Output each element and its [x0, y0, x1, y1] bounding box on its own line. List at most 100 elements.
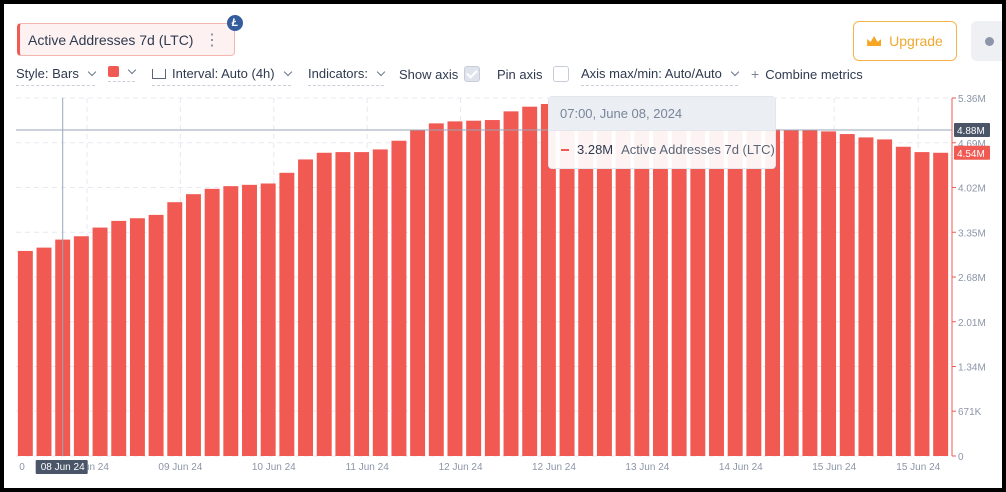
- combine-metrics-button[interactable]: + Combine metrics: [751, 66, 863, 82]
- bar: [484, 120, 500, 456]
- more-vertical-icon[interactable]: ⋮: [204, 32, 220, 49]
- bar: [372, 149, 388, 456]
- bar: [652, 124, 668, 456]
- tooltip-date: 07:00, June 08, 2024: [549, 97, 775, 131]
- y-tick-label: 2.68M: [958, 273, 986, 284]
- bar: [634, 122, 650, 457]
- bar: [129, 218, 145, 456]
- y-tick-label: 2.01M: [958, 318, 986, 329]
- x-tick-label: 15 Jun 24: [812, 462, 856, 473]
- bar: [895, 146, 911, 457]
- bar: [354, 152, 370, 456]
- bar: [335, 152, 351, 456]
- x-tick-label: 14 Jun 24: [719, 462, 763, 473]
- dropdown-underline: [308, 85, 384, 86]
- bar: [204, 188, 220, 456]
- plus-icon: +: [751, 66, 760, 82]
- bar: [242, 184, 257, 456]
- show-axis-toggle[interactable]: Show axis: [399, 66, 481, 82]
- bar: [391, 140, 407, 456]
- pin-axis-checkbox[interactable]: [552, 66, 569, 82]
- bar: [522, 106, 538, 457]
- y-tick-label: 671K: [958, 407, 982, 418]
- indicators-label: Indicators:: [308, 66, 368, 81]
- dropdown-underline: [16, 85, 95, 86]
- ruler-icon: [152, 68, 166, 79]
- tooltip-series-name: Active Addresses 7d (LTC): [621, 142, 775, 157]
- crown-icon: [867, 36, 882, 46]
- y-tick-label: 1.34M: [958, 363, 986, 374]
- x-tick-label: 12 Jun 24: [532, 462, 576, 473]
- dot-icon: [985, 37, 994, 46]
- metric-label: Active Addresses 7d (LTC): [28, 31, 194, 48]
- y-tick-label: 4.02M: [958, 184, 986, 195]
- bar: [447, 121, 463, 457]
- style-label: Style: Bars: [16, 66, 79, 81]
- bar: [223, 186, 239, 456]
- bar: [185, 194, 201, 456]
- settings-button[interactable]: [971, 21, 1002, 61]
- color-picker[interactable]: [108, 65, 137, 82]
- metric-selector[interactable]: Active Addresses 7d (LTC) ⋮: [17, 23, 235, 56]
- crosshair-x-label: 08 Jun 24: [41, 462, 85, 473]
- bar: [279, 172, 295, 456]
- upgrade-label: Upgrade: [889, 33, 943, 49]
- bar: [36, 247, 52, 456]
- combine-label: Combine metrics: [765, 66, 863, 82]
- x-tick-label: 15 Jun 24: [896, 462, 940, 473]
- x-tick-label: 12 Jun 24: [439, 462, 483, 473]
- bar: [709, 127, 724, 456]
- interval-dropdown[interactable]: Interval: Auto (4h): [152, 66, 292, 86]
- bar-chart[interactable]: 0 671K 1.34M 2.01M 2.68M 3.35M 4.02M 4.69M 5.36M…: [4, 4, 1002, 488]
- bar: [92, 227, 108, 456]
- bar: [428, 123, 444, 456]
- upgrade-button[interactable]: Upgrade: [853, 21, 957, 61]
- litecoin-icon: Ł: [227, 15, 243, 31]
- chart-panel: Active Addresses 7d (LTC) ⋮ Ł Upgrade St…: [4, 4, 1002, 488]
- x-tick-label: 13 Jun 24: [625, 462, 669, 473]
- bar: [877, 139, 893, 456]
- dropdown-underline: [581, 85, 738, 86]
- bar: [298, 159, 314, 456]
- bar: [17, 250, 33, 456]
- bar: [746, 128, 762, 456]
- indicators-dropdown[interactable]: Indicators:: [308, 66, 386, 86]
- y-tick-label: 4.69M: [958, 139, 986, 150]
- dropdown-underline: [152, 85, 291, 86]
- bar: [111, 220, 127, 456]
- dropdown-underline: [108, 81, 135, 82]
- y-tick-label: 5.36M: [958, 94, 986, 105]
- bar: [802, 130, 818, 456]
- pin-axis-toggle[interactable]: Pin axis: [497, 66, 569, 82]
- bar: [316, 152, 332, 456]
- tooltip-value: 3.28M: [577, 142, 614, 157]
- crosshair-y-label: 4.88M: [957, 126, 985, 137]
- bar: [933, 152, 949, 456]
- pin-axis-label: Pin axis: [497, 66, 543, 82]
- bar: [410, 130, 426, 456]
- bar: [148, 214, 164, 456]
- interval-label: Interval: Auto (4h): [172, 66, 275, 81]
- series-marker: [561, 148, 569, 151]
- style-dropdown[interactable]: Style: Bars: [16, 66, 97, 86]
- bar: [671, 125, 687, 456]
- show-axis-checkbox[interactable]: [464, 66, 481, 82]
- axis-minmax-label: Axis max/min: Auto/Auto: [581, 66, 722, 81]
- x-tick-label: 09 Jun 24: [158, 462, 202, 473]
- bar: [503, 111, 519, 456]
- x-axis-prefix-label: 0: [19, 462, 25, 473]
- bar: [821, 131, 837, 457]
- bar: [578, 112, 594, 456]
- axis-minmax-dropdown[interactable]: Axis max/min: Auto/Auto: [581, 66, 740, 86]
- crosshair-y-badge: [954, 123, 990, 138]
- bar: [914, 152, 930, 456]
- bar: [858, 137, 874, 456]
- bar: [839, 134, 855, 456]
- bar: [466, 120, 482, 456]
- crosshair-x-badge: [35, 460, 88, 474]
- bar: [540, 104, 556, 456]
- bar: [783, 130, 799, 456]
- last-value-label: 4.54M: [957, 149, 985, 160]
- bar: [596, 116, 612, 457]
- x-tick-label: 10 Jun 24: [252, 462, 296, 473]
